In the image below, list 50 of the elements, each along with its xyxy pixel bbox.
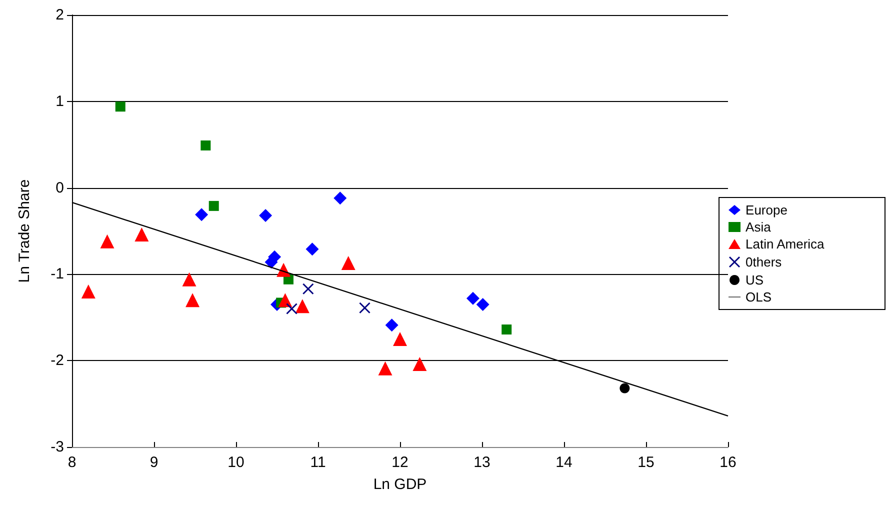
x-tick-label: 12 [392, 454, 408, 471]
y-tick-label: -1 [50, 266, 64, 283]
y-tick-label: 2 [56, 6, 64, 24]
x-tick-label: 16 [720, 454, 736, 471]
x-tick-label: 11 [310, 454, 326, 471]
legend-label: OLS [746, 290, 772, 304]
point [466, 292, 480, 305]
x-tick-label: 10 [228, 454, 244, 471]
x-axis-title: Ln GDP [373, 476, 427, 493]
point [115, 102, 126, 112]
point [195, 208, 208, 222]
point [385, 318, 398, 332]
x-tick-label: 15 [638, 454, 654, 471]
point [341, 256, 356, 270]
legend-label: US [746, 272, 764, 288]
point [295, 299, 310, 314]
point [264, 256, 278, 269]
point [378, 361, 392, 376]
point [286, 303, 298, 315]
point [81, 284, 96, 298]
point [302, 283, 314, 295]
point [476, 298, 490, 311]
point [334, 192, 347, 205]
point [134, 227, 149, 242]
point [100, 234, 114, 248]
x-tick-label: 8 [68, 454, 76, 471]
point [278, 293, 292, 308]
legend-label: 0thers [746, 254, 782, 270]
y-axis-title: Ln Trade Share [16, 179, 33, 283]
legend-label: Europe [746, 202, 788, 218]
point [358, 302, 370, 314]
legend-label: Asia [746, 220, 772, 234]
point [186, 293, 200, 308]
point [182, 272, 196, 286]
y-tick-label: -3 [50, 438, 64, 456]
point [259, 208, 272, 222]
legend-label: Latin America [746, 236, 826, 252]
x-tick-label: 9 [150, 454, 158, 471]
point [200, 140, 211, 150]
point [208, 200, 219, 211]
point [393, 332, 407, 346]
x-tick-label: 14 [556, 454, 572, 471]
x-tick-label: 13 [474, 454, 490, 471]
point [502, 324, 512, 334]
point [306, 242, 319, 256]
point [620, 383, 630, 394]
y-tick-label: 1 [56, 92, 64, 110]
y-tick-label: -2 [50, 352, 64, 370]
point [412, 357, 427, 372]
y-tick-label: 0 [56, 179, 64, 196]
